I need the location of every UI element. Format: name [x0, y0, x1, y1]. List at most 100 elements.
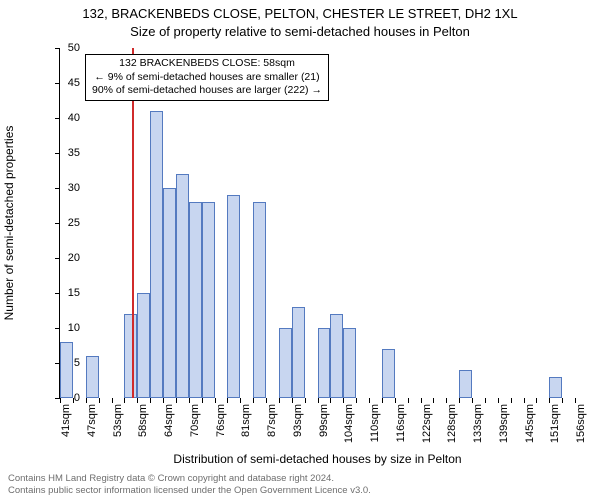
histogram-bar [163, 188, 176, 398]
x-tick-mark [150, 398, 151, 403]
y-tick-label: 40 [52, 112, 80, 124]
x-tick-label: 87sqm [266, 404, 278, 454]
x-tick-mark [524, 398, 525, 403]
x-tick-mark [292, 398, 293, 403]
x-tick-mark [112, 398, 113, 403]
x-tick-mark [137, 398, 138, 403]
x-tick-label: 47sqm [86, 404, 98, 454]
y-axis-label: Number of semi-detached properties [2, 48, 18, 398]
x-tick-label: 41sqm [60, 404, 72, 454]
x-tick-mark [511, 398, 512, 403]
x-tick-mark [330, 398, 331, 403]
x-tick-label: 93sqm [292, 404, 304, 454]
x-tick-mark [549, 398, 550, 403]
x-tick-label: 133sqm [472, 404, 484, 454]
footer-line-2: Contains public sector information licen… [8, 485, 592, 496]
x-tick-mark [318, 398, 319, 403]
x-tick-mark [163, 398, 164, 403]
histogram-bar [150, 111, 163, 398]
y-tick-label: 45 [52, 77, 80, 89]
x-tick-mark [382, 398, 383, 403]
x-tick-label: 156sqm [575, 404, 587, 454]
x-tick-mark [575, 398, 576, 403]
y-gridline [60, 153, 575, 154]
x-tick-mark [189, 398, 190, 403]
histogram-bar [124, 314, 137, 398]
y-gridline [60, 118, 575, 119]
x-tick-mark [266, 398, 267, 403]
x-axis-label: Distribution of semi-detached houses by … [60, 452, 575, 466]
histogram-bar [253, 202, 266, 398]
histogram-bar [202, 202, 215, 398]
x-tick-mark [202, 398, 203, 403]
x-tick-mark [446, 398, 447, 403]
y-tick-label: 15 [52, 287, 80, 299]
y-gridline [60, 258, 575, 259]
x-tick-label: 99sqm [318, 404, 330, 454]
x-tick-label: 139sqm [498, 404, 510, 454]
x-tick-label: 151sqm [549, 404, 561, 454]
x-tick-label: 76sqm [215, 404, 227, 454]
histogram-bar [318, 328, 331, 398]
histogram-bar [292, 307, 305, 398]
x-tick-mark [408, 398, 409, 403]
y-tick-label: 50 [52, 42, 80, 54]
y-gridline [60, 188, 575, 189]
x-tick-label: 110sqm [369, 404, 381, 454]
y-tick-label: 20 [52, 252, 80, 264]
histogram-bar [137, 293, 150, 398]
annotation-line: ← 9% of semi-detached houses are smaller… [92, 71, 322, 85]
x-tick-mark [472, 398, 473, 403]
x-tick-label: 81sqm [240, 404, 252, 454]
histogram-bar [60, 342, 73, 398]
x-tick-label: 64sqm [163, 404, 175, 454]
annotation-line: 132 BRACKENBEDS CLOSE: 58sqm [92, 57, 322, 71]
x-tick-label: 128sqm [446, 404, 458, 454]
histogram-plot: 41sqm47sqm53sqm58sqm64sqm70sqm76sqm81sqm… [60, 48, 575, 398]
x-tick-label: 145sqm [524, 404, 536, 454]
histogram-bar [382, 349, 395, 398]
histogram-bar [279, 328, 292, 398]
histogram-bar [459, 370, 472, 398]
x-tick-mark [253, 398, 254, 403]
x-tick-mark [86, 398, 87, 403]
x-tick-label: 122sqm [421, 404, 433, 454]
y-tick-label: 25 [52, 217, 80, 229]
x-tick-label: 58sqm [137, 404, 149, 454]
chart-title-line1: 132, BRACKENBEDS CLOSE, PELTON, CHESTER … [0, 6, 600, 21]
y-tick-label: 10 [52, 322, 80, 334]
x-tick-label: 116sqm [395, 404, 407, 454]
attribution-footer: Contains HM Land Registry data © Crown c… [8, 473, 592, 496]
x-tick-label: 70sqm [189, 404, 201, 454]
x-tick-label: 53sqm [112, 404, 124, 454]
y-gridline [60, 223, 575, 224]
y-tick-label: 35 [52, 147, 80, 159]
x-tick-mark [498, 398, 499, 403]
histogram-bar [86, 356, 99, 398]
x-tick-mark [562, 398, 563, 403]
histogram-bar [330, 314, 343, 398]
chart-title-line2: Size of property relative to semi-detach… [0, 24, 600, 39]
x-tick-label: 104sqm [343, 404, 355, 454]
x-tick-mark [240, 398, 241, 403]
footer-line-1: Contains HM Land Registry data © Crown c… [8, 473, 592, 484]
x-tick-mark [395, 398, 396, 403]
y-tick-label: 5 [52, 357, 80, 369]
x-tick-mark [176, 398, 177, 403]
x-tick-mark [99, 398, 100, 403]
x-tick-mark [536, 398, 537, 403]
x-tick-mark [369, 398, 370, 403]
y-gridline [60, 48, 575, 49]
x-tick-mark [227, 398, 228, 403]
histogram-bar [343, 328, 356, 398]
annotation-box: 132 BRACKENBEDS CLOSE: 58sqm← 9% of semi… [85, 54, 329, 101]
histogram-bar [549, 377, 562, 398]
x-tick-mark [305, 398, 306, 403]
x-tick-mark [433, 398, 434, 403]
x-tick-mark [343, 398, 344, 403]
histogram-bar [176, 174, 189, 398]
x-tick-mark [279, 398, 280, 403]
x-tick-mark [485, 398, 486, 403]
annotation-line: 90% of semi-detached houses are larger (… [92, 84, 322, 98]
x-tick-mark [215, 398, 216, 403]
